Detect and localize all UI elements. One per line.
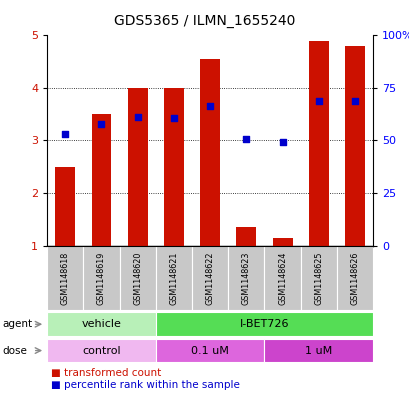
Bar <box>308 40 328 246</box>
Text: GSM1148621: GSM1148621 <box>169 252 178 305</box>
Bar <box>155 246 191 310</box>
Bar <box>47 312 155 336</box>
Text: I-BET726: I-BET726 <box>239 319 288 329</box>
Text: GSM1148623: GSM1148623 <box>241 252 250 305</box>
Text: GSM1148626: GSM1148626 <box>350 252 359 305</box>
Text: GSM1148619: GSM1148619 <box>97 252 106 305</box>
Point <box>134 114 141 120</box>
Bar <box>300 246 336 310</box>
Bar <box>228 246 264 310</box>
Bar <box>47 339 155 362</box>
Point <box>98 121 105 127</box>
Text: vehicle: vehicle <box>81 319 121 329</box>
Bar <box>264 246 300 310</box>
Point <box>243 136 249 143</box>
Bar <box>264 339 372 362</box>
Bar <box>55 167 75 246</box>
Text: dose: dose <box>2 345 27 356</box>
Bar <box>164 88 183 246</box>
Point <box>170 115 177 121</box>
Bar <box>83 246 119 310</box>
Bar <box>128 88 147 246</box>
Text: agent: agent <box>2 319 32 329</box>
Bar <box>344 46 364 246</box>
Point <box>62 131 68 137</box>
Point <box>279 138 285 145</box>
Bar <box>236 227 256 246</box>
Bar <box>119 246 155 310</box>
Text: GSM1148620: GSM1148620 <box>133 252 142 305</box>
Text: 0.1 uM: 0.1 uM <box>191 345 229 356</box>
Bar <box>336 246 372 310</box>
Bar <box>155 312 372 336</box>
Bar <box>155 339 264 362</box>
Bar <box>272 238 292 246</box>
Text: GSM1148624: GSM1148624 <box>277 252 286 305</box>
Bar <box>200 59 220 246</box>
Bar <box>91 114 111 246</box>
Bar <box>191 246 228 310</box>
Point <box>207 103 213 110</box>
Point <box>315 98 321 104</box>
Point <box>351 98 357 104</box>
Bar <box>47 246 83 310</box>
Text: control: control <box>82 345 121 356</box>
Text: ■ percentile rank within the sample: ■ percentile rank within the sample <box>51 380 240 390</box>
Text: 1 uM: 1 uM <box>304 345 332 356</box>
Text: GDS5365 / ILMN_1655240: GDS5365 / ILMN_1655240 <box>114 14 295 28</box>
Text: GSM1148625: GSM1148625 <box>314 251 322 305</box>
Text: GSM1148618: GSM1148618 <box>61 252 70 305</box>
Text: ■ transformed count: ■ transformed count <box>51 368 161 378</box>
Text: GSM1148622: GSM1148622 <box>205 251 214 305</box>
